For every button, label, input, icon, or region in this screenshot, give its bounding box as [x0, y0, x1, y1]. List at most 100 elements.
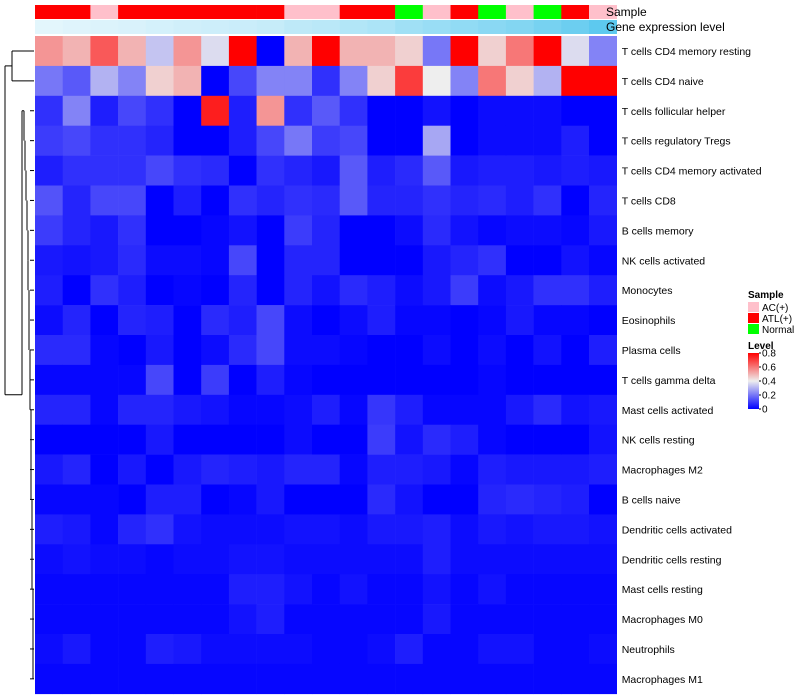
heatmap-cell — [201, 155, 230, 186]
heatmap-cell — [395, 663, 424, 695]
heatmap-cell — [312, 454, 340, 485]
heatmap-cell — [422, 663, 451, 695]
row-label: T cells regulatory Tregs — [622, 136, 731, 148]
heatmap-cell — [90, 215, 119, 246]
heatmap-cell — [561, 514, 590, 545]
heatmap-cell — [450, 514, 479, 545]
heatmap-cell — [118, 305, 147, 336]
gene-annotation-cell — [478, 20, 507, 34]
heatmap-cell — [145, 364, 174, 396]
heatmap-cell — [422, 394, 451, 425]
heatmap-cell — [339, 544, 368, 575]
heatmap-cell — [118, 604, 147, 635]
heatmap-cell — [533, 454, 562, 485]
gene-annotation-cell — [312, 20, 340, 34]
heatmap-cell — [228, 364, 257, 396]
heatmap-cell — [256, 604, 285, 635]
heatmap-cell — [505, 95, 534, 126]
heatmap-cell — [505, 514, 534, 545]
heatmap-cell — [478, 544, 507, 575]
heatmap-cell — [478, 514, 507, 545]
heatmap-cell — [422, 65, 451, 97]
level-legend: Level 0.8 0.6 0.4 0.2 0 — [748, 341, 776, 416]
heatmap-cell — [173, 155, 202, 186]
heatmap-cell — [201, 335, 230, 366]
heatmap-cell — [561, 484, 590, 515]
heatmap-cell — [62, 125, 91, 156]
heatmap-cell — [450, 484, 479, 515]
heatmap-cell — [561, 215, 590, 246]
heatmap-cell — [284, 454, 313, 485]
heatmap-cell — [422, 245, 451, 276]
heatmap-cell — [478, 36, 507, 67]
heatmap-cell — [561, 245, 590, 276]
row-label: T cells follicular helper — [622, 106, 726, 118]
heatmap-cell — [450, 215, 479, 246]
heatmap-cell — [478, 245, 507, 276]
heatmap-cell — [173, 574, 202, 605]
gene-annotation-cell — [145, 20, 174, 34]
heatmap-cell — [228, 604, 257, 635]
heatmap-cell — [118, 155, 147, 186]
heatmap-cell — [90, 454, 119, 485]
row-label: NK cells activated — [622, 255, 706, 267]
heatmap-cell — [284, 484, 313, 515]
heatmap-cell — [478, 424, 507, 455]
heatmap-cell — [505, 634, 534, 665]
level-legend-tick-label: 0.4 — [762, 377, 776, 388]
heatmap-cell — [173, 394, 202, 425]
heatmap-cell — [478, 275, 507, 306]
heatmap-cell — [35, 424, 63, 455]
heatmap-cell — [589, 544, 617, 575]
heatmap-cell — [118, 95, 147, 126]
heatmap-cell — [533, 574, 562, 605]
heatmap-cell — [561, 544, 590, 575]
heatmap-cell — [533, 275, 562, 306]
heatmap-cell — [478, 454, 507, 485]
heatmap-cell — [62, 424, 91, 455]
heatmap-cell — [450, 544, 479, 575]
heatmap-cell — [533, 305, 562, 336]
heatmap-cell — [256, 305, 285, 336]
heatmap-cell — [62, 305, 91, 336]
heatmap-cell — [256, 544, 285, 575]
heatmap-cell — [395, 394, 424, 425]
heatmap-cell — [450, 185, 479, 216]
heatmap-cell — [505, 574, 534, 605]
heatmap-cell — [339, 36, 368, 67]
heatmap-cell — [256, 245, 285, 276]
heatmap-cell — [589, 454, 617, 485]
heatmap-cell — [201, 305, 230, 336]
heatmap-cell — [589, 364, 617, 396]
heatmap-cell — [505, 544, 534, 575]
heatmap-cell — [395, 215, 424, 246]
heatmap-cell — [201, 663, 230, 695]
heatmap-cell — [284, 36, 313, 67]
sample-annotation-cell — [62, 5, 91, 19]
heatmap-cell — [284, 574, 313, 605]
gene-annotation-cell — [422, 20, 451, 34]
heatmap-cell — [339, 335, 368, 366]
heatmap-cell — [256, 634, 285, 665]
heatmap-cell — [62, 95, 91, 126]
heatmap-cell — [228, 335, 257, 366]
heatmap-cell — [90, 394, 119, 425]
heatmap-cell — [367, 364, 396, 396]
heatmap-cell — [201, 125, 230, 156]
heatmap-cells — [35, 36, 617, 695]
heatmap-cell — [118, 663, 147, 695]
sample-annotation-cell — [339, 5, 368, 19]
heatmap-cell — [173, 544, 202, 575]
gene-annotation-cell — [62, 20, 91, 34]
heatmap-cell — [367, 335, 396, 366]
heatmap-cell — [145, 65, 174, 97]
heatmap-cell — [145, 574, 174, 605]
heatmap-cell — [228, 484, 257, 515]
row-label: Dendritic cells activated — [622, 524, 732, 536]
gene-annotation-cell — [173, 20, 202, 34]
heatmap-cell — [173, 484, 202, 515]
heatmap-cell — [367, 484, 396, 515]
heatmap-cell — [450, 364, 479, 396]
heatmap-cell — [589, 185, 617, 216]
heatmap-cell — [339, 364, 368, 396]
